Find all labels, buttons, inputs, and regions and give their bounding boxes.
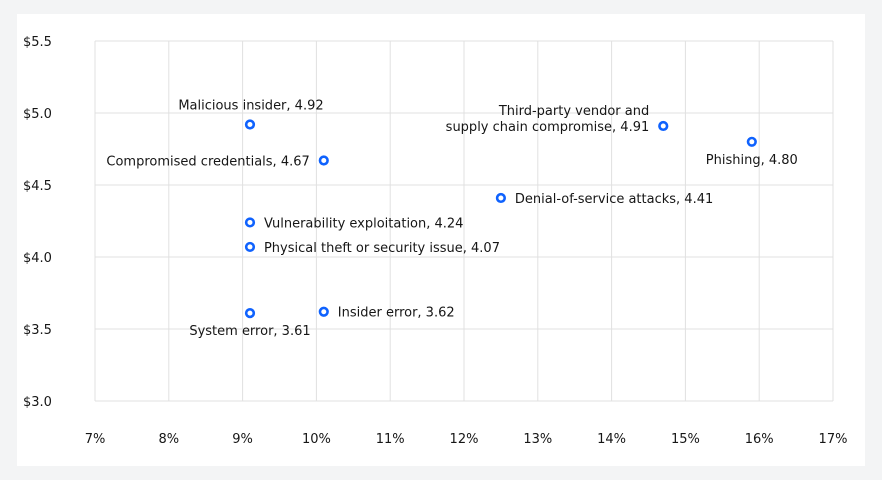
point-label-line: Insider error, 3.62 [338,306,455,321]
point-label: Third-party vendor and supply chain compr… [446,104,650,135]
data-point [244,241,256,253]
data-point [318,155,329,166]
data-point [746,136,757,147]
point-label-line: Vulnerability exploitation, 4.24 [264,216,464,231]
x-tick-label: 13% [523,432,552,447]
x-tick-label: 10% [302,432,331,447]
data-point [318,306,329,317]
point-label: System error, 3.61 [189,324,310,339]
chart-frame: 7% 8% 9% 10% 11% 12% 13% 14% 15% 16% 17% $3.0 $3.5 $4… [17,14,865,466]
x-tick-label: 11% [376,432,405,447]
x-tick-label: 17% [819,432,848,447]
point-label: Malicious insider, 4.92 [178,99,323,114]
y-tick-label: $3.5 [23,323,52,338]
point-label: Insider error, 3.62 [338,306,455,321]
grid-layer [94,40,834,402]
point-label-line: Physical theft or security issue, 4.07 [264,241,500,256]
y-tick-label: $3.0 [23,395,52,410]
data-point [658,120,669,132]
scatter-chart: 7% 8% 9% 10% 11% 12% 13% 14% 15% 16% 17% $3.0 $3.5 $4… [23,35,847,447]
point-label: Denial-of-service attacks, 4.41 [515,192,713,207]
point-label: Compromised credentials, 4.67 [106,155,309,170]
point-label-line: Denial-of-service attacks, 4.41 [515,192,713,207]
x-tick-label: 7% [85,432,106,447]
tick-layer: 7% 8% 9% 10% 11% 12% 13% 14% 15% 16% 17% $3.0 $3.5 $4… [23,35,847,447]
data-point [244,217,256,228]
x-tick-label: 14% [597,432,626,447]
label-layer: Malicious insider, 4.92 Compromised crede… [106,99,797,340]
point-label-line: System error, 3.61 [189,324,310,339]
x-tick-label: 16% [745,432,774,447]
y-tick-label: $4.0 [23,251,52,266]
x-tick-label: 15% [671,432,700,447]
point-label-line: Malicious insider, 4.92 [178,99,323,114]
point-layer [244,119,757,319]
point-label: Physical theft or security issue, 4.07 [264,241,500,256]
point-label-line: Third-party vendor and [498,104,649,119]
data-point [244,308,256,319]
y-tick-label: $4.5 [23,179,52,194]
point-label-line: Phishing, 4.80 [706,153,798,168]
y-tick-label: $5.5 [23,35,52,50]
point-label: Phishing, 4.80 [706,153,798,168]
x-tick-label: 9% [232,432,253,447]
data-point [495,192,507,204]
x-tick-label: 12% [450,432,479,447]
point-label-line: Compromised credentials, 4.67 [106,155,309,170]
point-label-line: supply chain compromise, 4.91 [446,120,650,135]
x-tick-label: 8% [158,432,179,447]
y-tick-label: $5.0 [23,107,52,122]
point-label: Vulnerability exploitation, 4.24 [264,216,464,231]
data-point [244,119,256,130]
